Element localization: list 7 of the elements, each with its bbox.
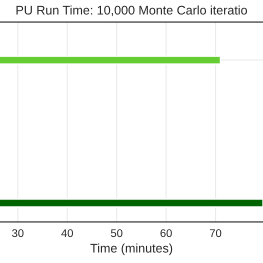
x-tick-label: 70 <box>210 229 222 238</box>
chart-title: PU Run Time: 10,000 Monte Carlo iteratio <box>16 5 248 16</box>
x-tick-label: 60 <box>160 229 172 238</box>
x-tick-label: 50 <box>110 229 122 238</box>
x-tick-label: 40 <box>61 229 73 238</box>
x-tick-label: 30 <box>12 229 24 238</box>
x-axis-title: Time (minutes) <box>90 243 172 256</box>
